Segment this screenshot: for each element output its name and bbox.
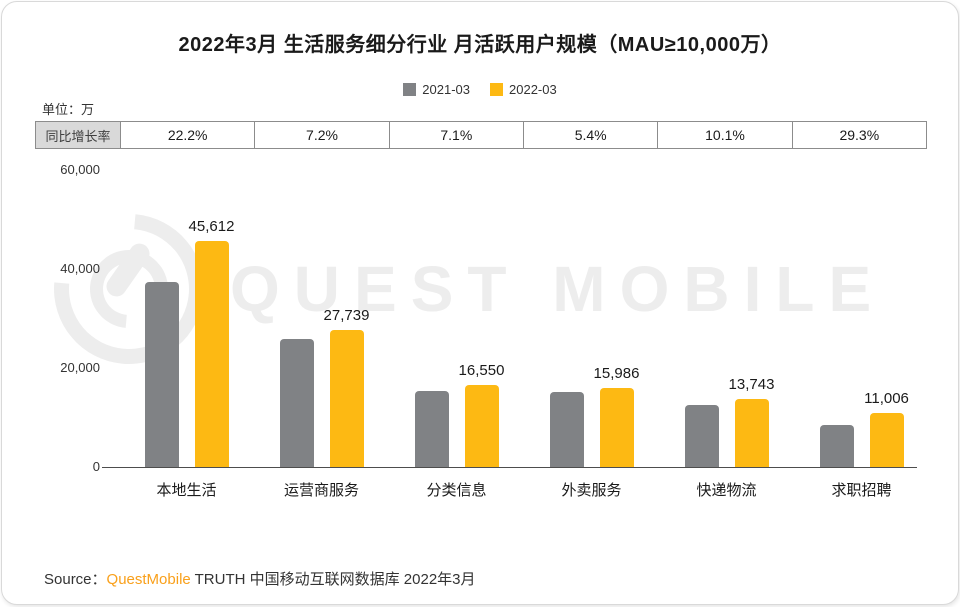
bar-value-label: 13,743 (728, 375, 775, 393)
bar-value-label: 27,739 (323, 306, 370, 324)
category-label: 本地生活 (156, 482, 217, 499)
bar-2021-03 (144, 282, 179, 467)
bar-2021-03 (684, 405, 719, 467)
bar-group: 13,743 (659, 170, 794, 467)
bar-2022-03: 16,550 (459, 362, 504, 467)
bar-2022-03: 11,006 (864, 390, 909, 467)
y-tick-label: 40,000 (60, 261, 100, 276)
bar-2021-03 (819, 424, 854, 467)
source-suffix: TRUTH 中国移动互联网数据库 2022年3月 (190, 571, 476, 588)
growth-rate-cell: 7.2% (254, 122, 388, 148)
bar-2021-03 (279, 338, 314, 467)
y-tick-label: 60,000 (60, 162, 100, 177)
bar-value-label: 16,550 (458, 362, 505, 380)
bar-2022-03: 45,612 (189, 218, 234, 467)
growth-rate-cell: 7.1% (388, 122, 523, 148)
growth-rate-cell: 29.3% (791, 122, 926, 148)
source-brand: QuestMobile (106, 571, 191, 588)
growth-cells: 22.2% 7.2% 7.1% 5.4% 10.1% 29.3% (121, 122, 926, 148)
bar-2021-03 (549, 391, 584, 467)
growth-rate-row-label: 同比增长率 (36, 122, 121, 148)
category-label: 求职招聘 (831, 482, 892, 499)
bar-value-label: 15,986 (593, 364, 640, 382)
legend-swatch (490, 83, 503, 96)
x-axis-line (102, 467, 917, 468)
bar-group: 15,986 (524, 170, 659, 467)
category-row: 本地生活 运营商服务 分类信息 外卖服务 快递物流 求职招聘 (119, 479, 929, 500)
growth-rate-table: 同比增长率 22.2% 7.2% 7.1% 5.4% 10.1% 29.3% (35, 121, 927, 149)
bar-group: 45,612 (119, 170, 254, 467)
legend: 2021-03 2022-03 (2, 82, 958, 97)
plot-area: 45,612 27,739 16,550 15,986 13,743 11,006 (119, 170, 929, 467)
y-tick-label: 0 (92, 459, 100, 474)
category-label: 分类信息 (426, 482, 487, 499)
growth-rate-cell: 5.4% (522, 122, 657, 148)
source-prefix: Source： (44, 571, 107, 588)
category-label: 外卖服务 (561, 482, 622, 499)
bar-group: 11,006 (794, 170, 929, 467)
legend-swatch (403, 83, 417, 96)
growth-rate-cell: 10.1% (657, 122, 791, 148)
bar-group: 16,550 (389, 170, 524, 467)
bar-2022-03: 27,739 (324, 307, 369, 467)
legend-item: 2021-03 (403, 82, 470, 97)
bar-2022-03: 13,743 (729, 376, 774, 467)
category-label: 运营商服务 (283, 482, 359, 499)
page-title: 2022年3月 生活服务细分行业 月活跃用户规模（MAU≥10,000万） (178, 34, 782, 56)
y-tick-label: 20,000 (60, 360, 100, 375)
legend-label: 2022-03 (509, 82, 557, 97)
bar-2021-03 (414, 390, 449, 467)
bar-value-label: 11,006 (864, 389, 909, 407)
source-line: Source：QuestMobile TRUTH 中国移动互联网数据库 2022… (44, 568, 476, 589)
growth-rate-cell: 22.2% (167, 127, 208, 143)
bar-2022-03: 15,986 (594, 365, 639, 467)
category-label: 快递物流 (696, 482, 757, 499)
legend-item: 2022-03 (490, 82, 557, 97)
bar-group: 27,739 (254, 170, 389, 467)
legend-label: 2021-03 (422, 82, 470, 97)
unit-label: 单位：万 (42, 102, 95, 117)
bar-value-label: 45,612 (188, 218, 235, 236)
